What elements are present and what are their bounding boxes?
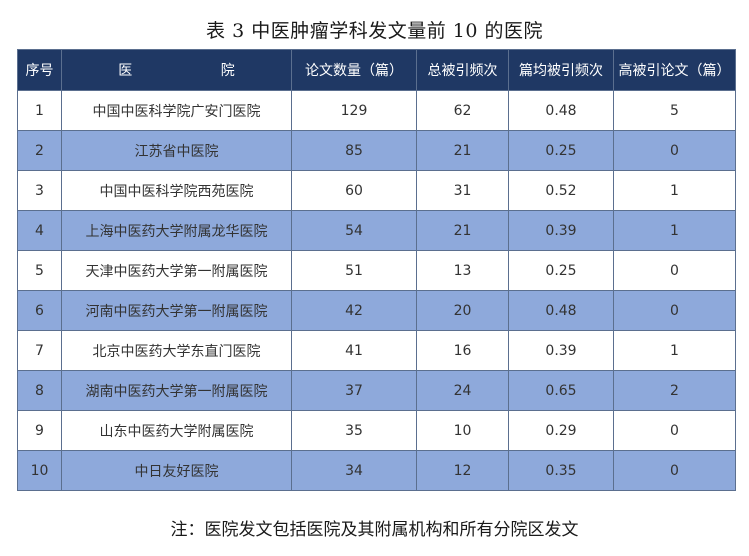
- total-citations-cell: 16: [416, 330, 509, 371]
- avg-citations-cell: 0.48: [508, 90, 614, 131]
- avg-citations-cell: 0.25: [508, 250, 614, 291]
- rank-cell: 10: [17, 450, 62, 491]
- total-citations-cell: 62: [416, 90, 509, 131]
- table-row: 3 中国中医科学院西苑医院 60 31 0.52 1: [17, 170, 736, 211]
- hospital-cell: 上海中医药大学附属龙华医院: [61, 210, 292, 251]
- avg-citations-cell: 0.39: [508, 210, 614, 251]
- total-citations-cell: 24: [416, 370, 509, 411]
- col-header-paper-count: 论文数量（篇）: [291, 49, 417, 91]
- paper-count-cell: 37: [291, 370, 417, 411]
- paper-count-cell: 34: [291, 450, 417, 491]
- paper-count-cell: 35: [291, 410, 417, 451]
- highly-cited-cell: 0: [613, 130, 736, 171]
- highly-cited-cell: 0: [613, 290, 736, 331]
- paper-count-cell: 51: [291, 250, 417, 291]
- rank-cell: 1: [17, 90, 62, 131]
- table-note: 注：医院发文包括医院及其附属机构和所有分院区发文: [170, 520, 579, 540]
- paper-count-cell: 42: [291, 290, 417, 331]
- table-row: 10 中日友好医院 34 12 0.35 0: [17, 450, 736, 491]
- table-row: 7 北京中医药大学东直门医院 41 16 0.39 1: [17, 330, 736, 371]
- col-header-hospital: 医 院: [61, 49, 292, 91]
- table-body: 1 中国中医科学院广安门医院 129 62 0.48 5 2 江苏省中医院 85 21 0.25 0 3…: [17, 90, 736, 491]
- avg-citations-cell: 0.35: [508, 450, 614, 491]
- highly-cited-cell: 0: [613, 250, 736, 291]
- avg-citations-cell: 0.48: [508, 290, 614, 331]
- header-row: 序号 医 院 论文数量（篇） 总被引频次 篇均被引频次 高被引论文（篇）: [17, 49, 736, 91]
- avg-citations-cell: 0.65: [508, 370, 614, 411]
- paper-count-cell: 41: [291, 330, 417, 371]
- avg-citations-cell: 0.25: [508, 130, 614, 171]
- hospital-cell: 江苏省中医院: [61, 130, 292, 171]
- total-citations-cell: 21: [416, 210, 509, 251]
- rank-cell: 7: [17, 330, 62, 371]
- rank-cell: 5: [17, 250, 62, 291]
- rank-cell: 4: [17, 210, 62, 251]
- paper-count-cell: 60: [291, 170, 417, 211]
- table-row: 9 山东中医药大学附属医院 35 10 0.29 0: [17, 410, 736, 451]
- paper-count-cell: 54: [291, 210, 417, 251]
- hospital-cell: 湖南中医药大学第一附属医院: [61, 370, 292, 411]
- highly-cited-cell: 5: [613, 90, 736, 131]
- total-citations-cell: 31: [416, 170, 509, 211]
- total-citations-cell: 21: [416, 130, 509, 171]
- hospital-cell: 北京中医药大学东直门医院: [61, 330, 292, 371]
- highly-cited-cell: 1: [613, 330, 736, 371]
- table-row: 4 上海中医药大学附属龙华医院 54 21 0.39 1: [17, 210, 736, 251]
- highly-cited-cell: 1: [613, 210, 736, 251]
- col-header-rank: 序号: [17, 49, 62, 91]
- table-row: 1 中国中医科学院广安门医院 129 62 0.48 5: [17, 90, 736, 131]
- col-header-avg-citations: 篇均被引频次: [508, 49, 614, 91]
- hospital-cell: 中日友好医院: [61, 450, 292, 491]
- hospital-cell: 中国中医科学院广安门医院: [61, 90, 292, 131]
- table-row: 2 江苏省中医院 85 21 0.25 0: [17, 130, 736, 171]
- table-row: 8 湖南中医药大学第一附属医院 37 24 0.65 2: [17, 370, 736, 411]
- rank-cell: 9: [17, 410, 62, 451]
- highly-cited-cell: 1: [613, 170, 736, 211]
- total-citations-cell: 13: [416, 250, 509, 291]
- avg-citations-cell: 0.39: [508, 330, 614, 371]
- highly-cited-cell: 0: [613, 450, 736, 491]
- avg-citations-cell: 0.29: [508, 410, 614, 451]
- avg-citations-cell: 0.52: [508, 170, 614, 211]
- highly-cited-cell: 0: [613, 410, 736, 451]
- highly-cited-cell: 2: [613, 370, 736, 411]
- hospital-cell: 山东中医药大学附属医院: [61, 410, 292, 451]
- rank-cell: 6: [17, 290, 62, 331]
- table-row: 5 天津中医药大学第一附属医院 51 13 0.25 0: [17, 250, 736, 291]
- hospital-cell: 河南中医药大学第一附属医院: [61, 290, 292, 331]
- paper-count-cell: 85: [291, 130, 417, 171]
- rank-cell: 8: [17, 370, 62, 411]
- col-header-total-citations: 总被引频次: [416, 49, 509, 91]
- total-citations-cell: 20: [416, 290, 509, 331]
- total-citations-cell: 10: [416, 410, 509, 451]
- paper-count-cell: 129: [291, 90, 417, 131]
- table-row: 6 河南中医药大学第一附属医院 42 20 0.48 0: [17, 290, 736, 331]
- col-header-highly-cited: 高被引论文（篇）: [613, 49, 736, 91]
- hospital-cell: 天津中医药大学第一附属医院: [61, 250, 292, 291]
- rank-cell: 3: [17, 170, 62, 211]
- rank-cell: 2: [17, 130, 62, 171]
- hospital-table: 序号 医 院 论文数量（篇） 总被引频次 篇均被引频次 高被引论文（篇） 1 中国…: [17, 49, 736, 491]
- total-citations-cell: 12: [416, 450, 509, 491]
- table-title: 表 3 中医肿瘤学科发文量前 10 的医院: [206, 20, 543, 42]
- hospital-cell: 中国中医科学院西苑医院: [61, 170, 292, 211]
